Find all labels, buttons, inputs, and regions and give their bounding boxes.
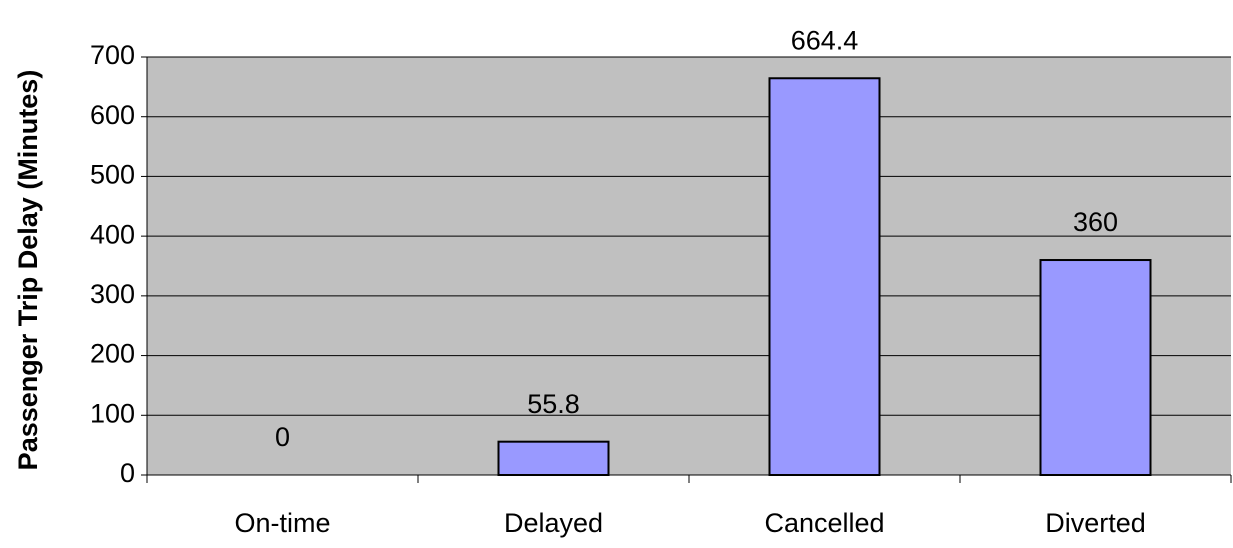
- bar: [497, 440, 610, 477]
- y-tick-label: 200: [90, 339, 135, 369]
- data-label: 664.4: [791, 25, 859, 55]
- y-tick-label: 700: [90, 40, 135, 70]
- data-label: 55.8: [527, 389, 580, 419]
- bar: [768, 77, 881, 476]
- data-label: 0: [275, 422, 290, 452]
- x-tick-label: On-time: [234, 508, 330, 538]
- data-label: 360: [1073, 207, 1118, 237]
- y-tick-label: 400: [90, 219, 135, 249]
- y-tick-label: 100: [90, 398, 135, 428]
- x-tick-label: Diverted: [1045, 508, 1146, 538]
- x-tick-label: Delayed: [504, 508, 603, 538]
- y-tick-label: 500: [90, 160, 135, 190]
- y-axis-label: Passenger Trip Delay (Minutes): [13, 70, 43, 471]
- x-tick-label: Cancelled: [764, 508, 884, 538]
- y-tick-label: 600: [90, 100, 135, 130]
- y-tick-label: 300: [90, 279, 135, 309]
- y-tick-label: 0: [120, 458, 135, 488]
- bar: [1039, 259, 1152, 476]
